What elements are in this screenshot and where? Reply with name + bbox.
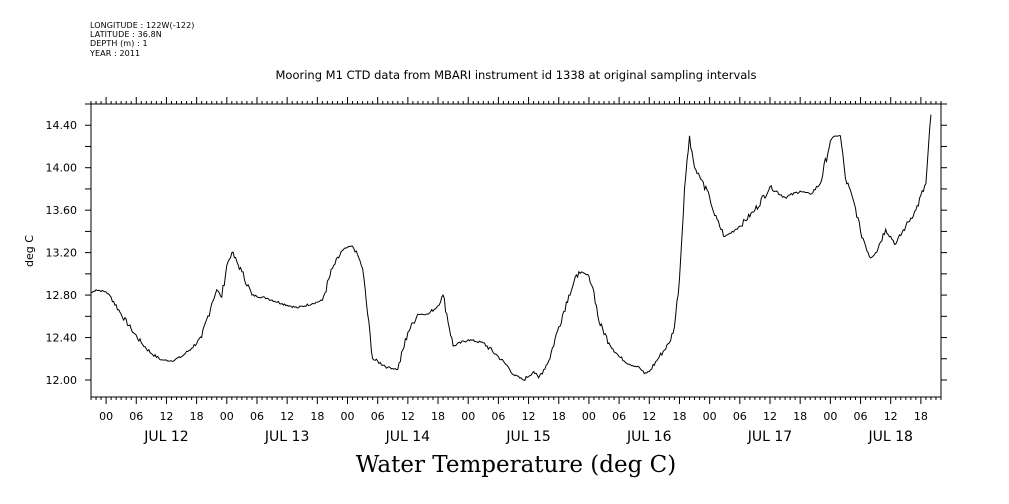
- x-day-label: JUL 15: [505, 429, 550, 445]
- x-tick-label: 18: [672, 410, 686, 423]
- y-axis-label: deg C: [23, 235, 36, 267]
- x-tick-label: 18: [431, 410, 445, 423]
- x-day-labels: JUL 12 JUL 13 JUL 14 JUL 15 JUL 16 JUL 17 JUL …: [143, 429, 913, 445]
- temperature-line: [90, 114, 932, 381]
- x-tick-label: 12: [522, 410, 536, 423]
- x-tick-label: 12: [280, 410, 294, 423]
- longitude-label: LONGITUDE : 122W(-122): [90, 21, 195, 30]
- x-tick-label: 06: [733, 410, 747, 423]
- x-tick-label: 00: [220, 410, 234, 423]
- x-tick-label: 06: [129, 410, 143, 423]
- x-tick-label: 00: [341, 410, 355, 423]
- x-tick-label: 06: [491, 410, 505, 423]
- x-tick-label: 12: [401, 410, 415, 423]
- y-tick-label: 12.80: [46, 289, 78, 302]
- x-tick-label: 00: [99, 410, 113, 423]
- x-day-label: JUL 14: [385, 429, 431, 445]
- x-day-label: JUL 12: [143, 429, 188, 445]
- y-tick-labels: 12.00 12.40 12.80 13.20 13.60 14.00 14.40: [46, 119, 78, 387]
- x-day-label: JUL 16: [626, 429, 672, 445]
- y-tick-label: 13.20: [46, 247, 78, 260]
- x-tick-label: 12: [642, 410, 656, 423]
- y-tick-label: 12.40: [46, 332, 78, 345]
- x-tick-label: 12: [159, 410, 173, 423]
- x-tick-label: 18: [552, 410, 566, 423]
- x-tick-label: 18: [190, 410, 204, 423]
- x-tick-label: 00: [823, 410, 837, 423]
- axis-ticks: [85, 97, 947, 404]
- x-tick-label: 06: [612, 410, 626, 423]
- x-tick-label: 06: [371, 410, 385, 423]
- metadata-block: LONGITUDE : 122W(-122) LATITUDE : 36.8N …: [90, 21, 195, 58]
- latitude-label: LATITUDE : 36.8N: [90, 30, 162, 40]
- x-tick-label: 18: [793, 410, 807, 423]
- bottom-title: Water Temperature (deg C): [355, 452, 677, 478]
- x-tick-label: 00: [461, 410, 475, 423]
- x-day-label: JUL 17: [747, 429, 792, 445]
- x-tick-label: 06: [854, 410, 868, 423]
- x-tick-label: 18: [914, 410, 928, 423]
- x-tick-label: 06: [250, 410, 264, 423]
- y-tick-label: 14.40: [46, 119, 78, 132]
- x-tick-label: 00: [582, 410, 596, 423]
- y-tick-label: 12.00: [46, 374, 78, 387]
- x-tick-label: 12: [763, 410, 777, 423]
- y-tick-label: 13.60: [46, 204, 78, 217]
- x-tick-label: 18: [310, 410, 324, 423]
- x-tick-label: 12: [884, 410, 898, 423]
- chart-title: Mooring M1 CTD data from MBARI instrumen…: [275, 68, 757, 82]
- x-day-label: JUL 13: [264, 429, 309, 445]
- plot-frame: [90, 103, 942, 398]
- x-tick-labels: 00 06 12 18 00 06 12 18 00 06 12 18 00 06 12 18 00 06 12 18…: [99, 410, 928, 423]
- x-tick-label: 00: [703, 410, 717, 423]
- y-tick-label: 14.00: [46, 162, 78, 175]
- depth-label: DEPTH (m) : 1: [90, 39, 148, 49]
- year-label: YEAR : 2011: [90, 48, 141, 58]
- x-day-label: JUL 18: [867, 429, 912, 445]
